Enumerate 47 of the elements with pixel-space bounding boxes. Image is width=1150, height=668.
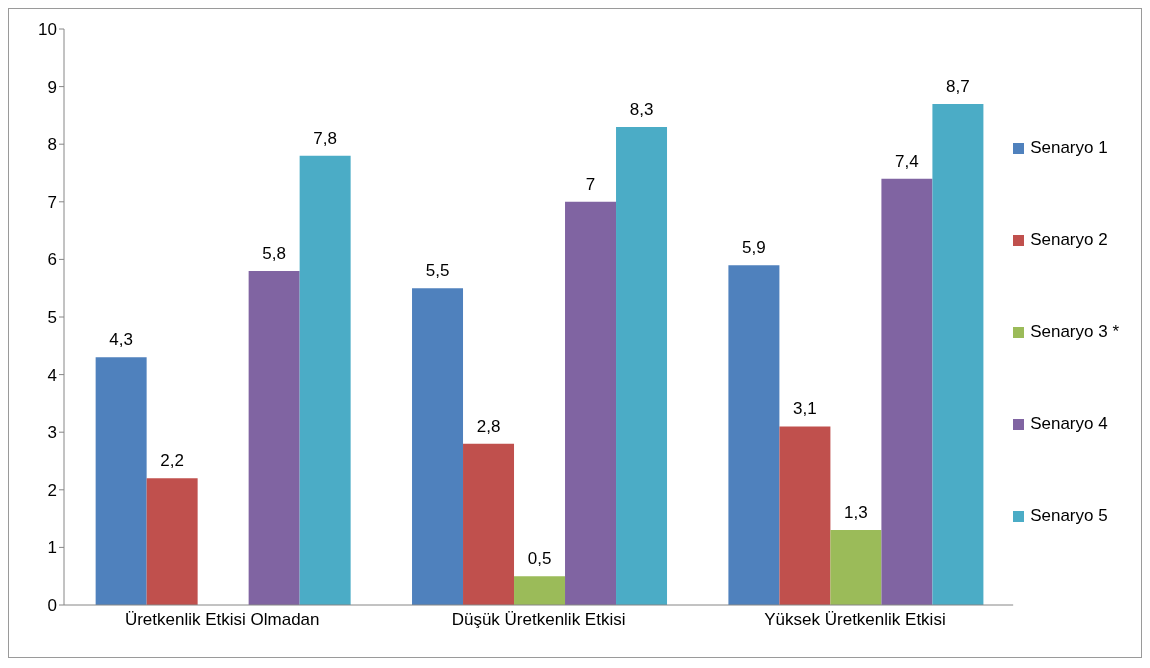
legend-label: Senaryo 2 (1030, 230, 1108, 250)
bar (616, 126, 668, 605)
bar (146, 478, 198, 605)
data-label: 8,7 (946, 76, 970, 96)
bar (779, 426, 831, 605)
y-tick-label: 2 (47, 480, 57, 500)
data-label: 7,4 (895, 151, 919, 171)
data-label: 3,1 (793, 399, 817, 419)
y-tick-label: 8 (47, 135, 57, 155)
bar (95, 357, 147, 605)
bar (728, 265, 780, 605)
data-label: 4,3 (109, 330, 133, 350)
x-tick-label: Yüksek Üretkenlik Etkisi (764, 610, 946, 630)
data-label: 2,8 (476, 416, 501, 436)
bar (412, 288, 464, 605)
bar (514, 576, 566, 605)
data-label: 8,3 (629, 99, 654, 119)
data-label: 1,3 (844, 503, 868, 523)
y-tick-label: 5 (47, 308, 57, 328)
x-tick-label: Üretkenlik Etkisi Olmadan (124, 610, 320, 630)
data-label: 5,8 (262, 243, 286, 263)
y-tick-label: 4 (47, 365, 57, 385)
data-label: 2,2 (160, 451, 184, 471)
y-tick-label: 6 (47, 250, 57, 270)
legend-label: Senaryo 4 (1030, 414, 1108, 434)
y-tick-label: 10 (38, 20, 57, 40)
y-tick-label: 3 (47, 423, 57, 443)
bar (299, 155, 351, 605)
y-tick-label: 1 (47, 538, 57, 558)
data-label: 5,5 (425, 261, 450, 281)
x-tick-label: Düşük Üretkenlik Etkisi (451, 610, 626, 630)
bar (932, 103, 984, 605)
legend-label: Senaryo 5 (1030, 506, 1108, 526)
data-label: 7 (585, 174, 596, 194)
y-tick-label: 7 (47, 192, 57, 212)
data-label: 7,8 (313, 128, 337, 148)
y-tick-label: 0 (47, 596, 57, 616)
bar (881, 178, 933, 605)
bar (248, 270, 300, 605)
bar (565, 201, 617, 605)
bar (830, 530, 882, 605)
legend-label: Senaryo 1 (1030, 138, 1108, 158)
y-tick-label: 9 (47, 77, 57, 97)
data-label: 5,9 (742, 238, 766, 258)
bar (463, 443, 515, 605)
legend-label: Senaryo 3 * (1030, 322, 1119, 342)
data-label: 0,5 (527, 549, 552, 569)
